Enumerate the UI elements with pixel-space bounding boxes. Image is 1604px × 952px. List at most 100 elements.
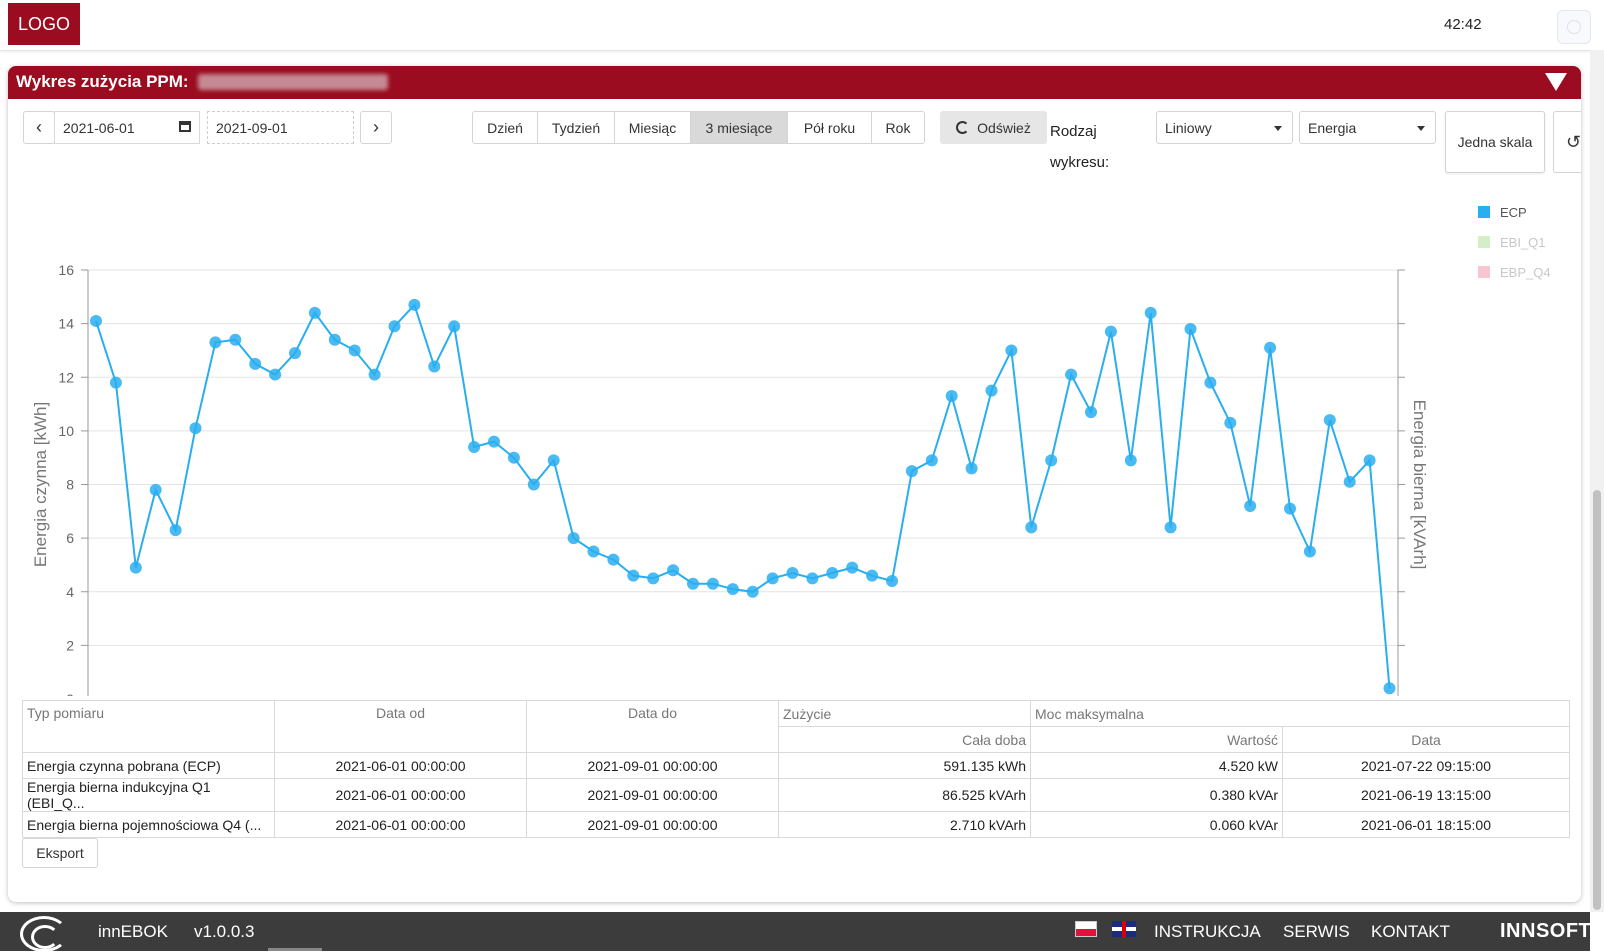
data-point[interactable] [129, 561, 142, 574]
measure-select[interactable]: Energia [1299, 111, 1436, 144]
prev-period-button[interactable]: ‹ [23, 111, 55, 144]
date-to-field[interactable]: 2021-09-01 [207, 111, 354, 144]
data-point[interactable] [1284, 502, 1296, 515]
date-from-field[interactable]: 2021-06-01 [54, 111, 200, 144]
data-point[interactable] [388, 320, 401, 333]
english-flag-icon[interactable] [1112, 921, 1136, 937]
data-point[interactable] [1164, 521, 1177, 534]
data-point[interactable] [1323, 414, 1336, 427]
data-point[interactable] [189, 422, 202, 435]
table-row[interactable]: Energia bierna indukcyjna Q1 (EBI_Q... 2… [22, 778, 1570, 812]
data-point[interactable] [1303, 545, 1316, 558]
range-year[interactable]: Rok [872, 111, 925, 144]
calendar-icon[interactable] [179, 121, 191, 132]
panel-header[interactable]: Wykres zużycia PPM: [8, 66, 1581, 99]
export-button[interactable]: Eksport [22, 838, 98, 868]
one-scale-button[interactable]: Jedna skala [1445, 111, 1545, 173]
data-point[interactable] [806, 572, 819, 585]
data-point[interactable] [826, 566, 839, 579]
table-row[interactable]: Energia czynna pobrana (ECP) 2021-06-01 … [22, 752, 1570, 779]
reset-zoom-button[interactable]: ↺ [1553, 111, 1581, 173]
data-point[interactable] [1025, 521, 1038, 534]
col-max-value[interactable]: Wartość [1030, 726, 1283, 753]
data-point[interactable] [726, 583, 739, 596]
data-point[interactable] [368, 368, 381, 381]
data-point[interactable] [249, 357, 262, 370]
next-period-button[interactable]: › [360, 111, 392, 144]
data-point[interactable] [945, 390, 958, 403]
data-point[interactable] [90, 314, 102, 327]
data-point[interactable] [169, 524, 182, 537]
data-point[interactable] [1343, 475, 1356, 488]
data-point[interactable] [1264, 341, 1277, 354]
data-point[interactable] [547, 454, 560, 467]
link-instruction[interactable]: INSTRUKCJA [1154, 922, 1261, 941]
refresh-button[interactable]: Odśwież [940, 111, 1047, 144]
data-point[interactable] [408, 298, 421, 311]
data-point[interactable] [527, 478, 540, 491]
data-point[interactable] [269, 368, 282, 381]
data-point[interactable] [587, 545, 600, 558]
data-point[interactable] [905, 465, 918, 478]
data-point[interactable] [567, 532, 580, 545]
col-type[interactable]: Typ pomiaru [22, 700, 275, 753]
col-from[interactable]: Data od [274, 700, 527, 753]
data-point[interactable] [866, 569, 879, 582]
data-point[interactable] [308, 306, 321, 319]
data-point[interactable] [706, 577, 719, 590]
data-point[interactable] [468, 440, 481, 453]
data-point[interactable] [488, 435, 500, 448]
scrollbar-thumb[interactable] [1593, 490, 1601, 910]
data-point[interactable] [1104, 325, 1117, 338]
data-point[interactable] [627, 569, 640, 582]
data-point[interactable] [1005, 344, 1018, 357]
data-point[interactable] [1045, 454, 1058, 467]
data-point[interactable] [1124, 454, 1137, 467]
data-point[interactable] [846, 561, 859, 574]
data-point[interactable] [348, 344, 361, 357]
data-point[interactable] [328, 333, 341, 346]
range-month[interactable]: Miesiąc [615, 111, 691, 144]
range-week[interactable]: Tydzień [538, 111, 615, 144]
logo[interactable]: LOGO [8, 3, 80, 45]
data-point[interactable] [1065, 368, 1078, 381]
data-point[interactable] [1085, 406, 1097, 419]
data-point[interactable] [985, 384, 998, 397]
data-point[interactable] [687, 577, 699, 590]
data-point[interactable] [149, 483, 162, 496]
data-point[interactable] [109, 376, 122, 389]
col-max-date[interactable]: Data [1282, 726, 1570, 753]
data-point[interactable] [647, 572, 660, 585]
data-point[interactable] [507, 451, 520, 464]
data-point[interactable] [786, 566, 799, 579]
range-half-year[interactable]: Pół roku [788, 111, 872, 144]
collapse-icon[interactable] [1545, 73, 1567, 91]
table-row[interactable]: Energia bierna pojemnościowa Q4 (... 202… [22, 811, 1570, 838]
data-point[interactable] [1363, 454, 1376, 467]
data-point[interactable] [766, 572, 779, 585]
data-point[interactable] [1224, 416, 1237, 429]
data-point[interactable] [428, 360, 441, 373]
data-point[interactable] [448, 320, 461, 333]
data-point[interactable] [965, 462, 978, 475]
link-service[interactable]: SERWIS [1283, 922, 1350, 941]
col-usage-day[interactable]: Cała doba [778, 726, 1031, 753]
polish-flag-icon[interactable] [1075, 921, 1097, 937]
chart-type-select[interactable]: Liniowy [1156, 111, 1293, 144]
data-point[interactable] [667, 564, 680, 577]
data-point[interactable] [1383, 682, 1396, 695]
legend-item-ebp-q4[interactable]: EBP_Q4 [1478, 262, 1568, 282]
data-point[interactable] [1244, 499, 1257, 512]
data-point[interactable] [1184, 322, 1197, 335]
data-point[interactable] [229, 333, 242, 346]
data-point[interactable] [746, 585, 759, 598]
col-to[interactable]: Data do [526, 700, 779, 753]
data-point[interactable] [886, 575, 898, 588]
data-point[interactable] [1204, 376, 1217, 389]
user-menu-icon[interactable] [1557, 10, 1591, 44]
data-point[interactable] [209, 336, 222, 349]
page-scrollbar[interactable] [1590, 50, 1604, 912]
link-contact[interactable]: KONTAKT [1371, 922, 1451, 941]
range-3-months[interactable]: 3 miesiące [691, 111, 788, 144]
usage-chart[interactable]: 02468101214162021-06-0100:00:002021-06-0… [8, 176, 1468, 696]
